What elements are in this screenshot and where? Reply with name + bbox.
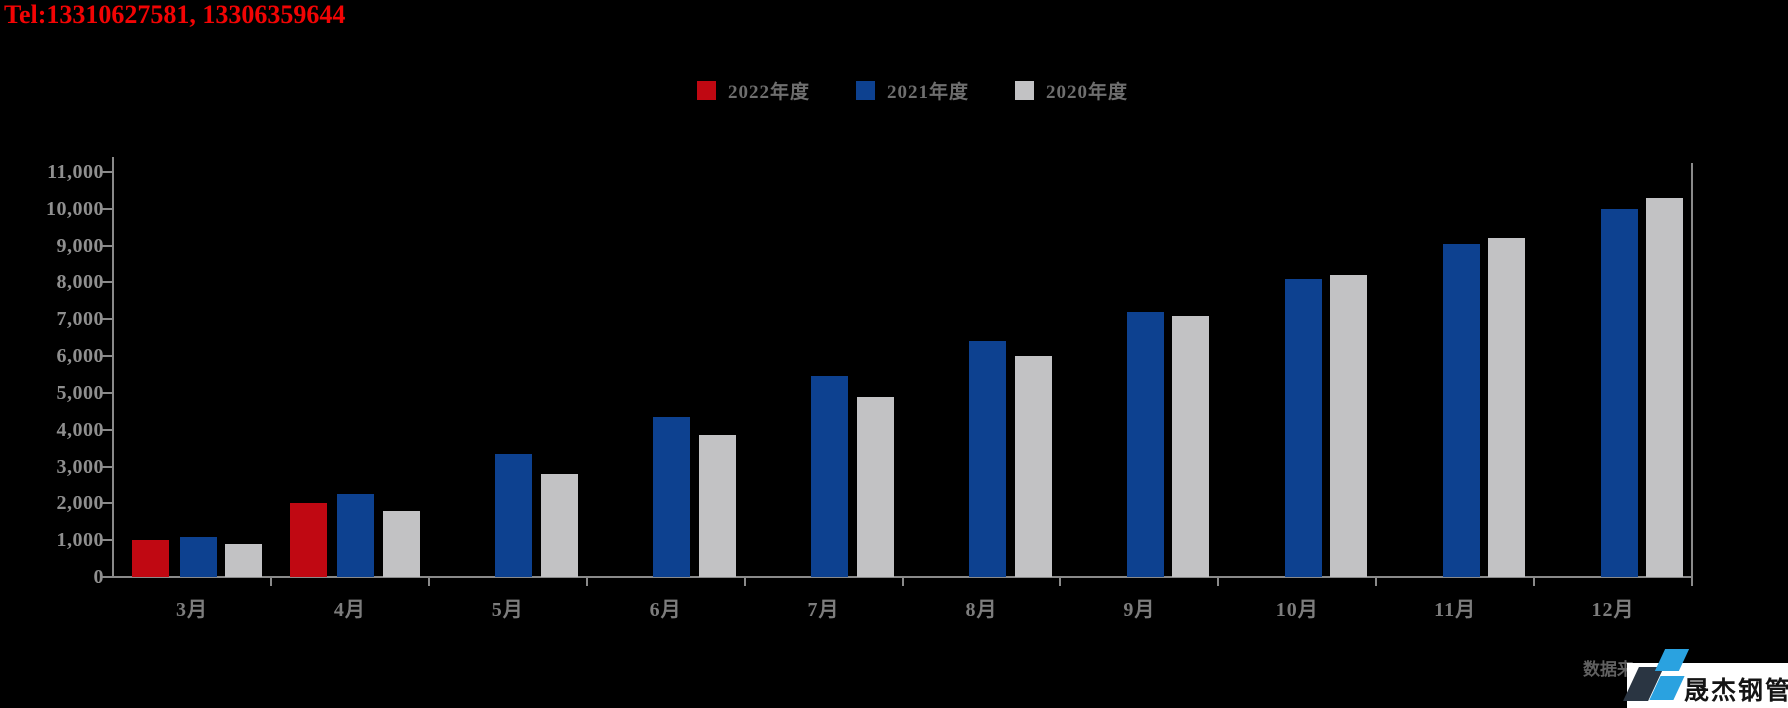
x-tick-mark (427, 578, 430, 586)
y-tick-mark (102, 318, 112, 321)
y-tick-mark (102, 171, 112, 173)
bar-2021年度-7月 (811, 376, 849, 577)
legend-item-2020: 2020年度 (1015, 77, 1128, 104)
y-tick-mark (102, 244, 112, 247)
bar-2021年度-10月 (1284, 278, 1322, 577)
bar-2021年度-5月 (495, 453, 533, 577)
bar-2022年度-4月 (289, 503, 327, 577)
x-tick-label: 5月 (491, 599, 524, 621)
bar-2022年度-3月 (132, 540, 169, 577)
legend-label-2021: 2021年度 (887, 82, 970, 103)
data-source-text: 数据来 (1583, 660, 1634, 679)
y-tick-label: 5,000 (56, 381, 104, 404)
legend-label-2020: 2020年度 (1046, 82, 1129, 103)
bar-2020年度-3月 (225, 543, 262, 577)
y-tick-mark (102, 355, 112, 358)
bar-2021年度-9月 (1126, 311, 1164, 577)
legend-swatch-2020 (1015, 81, 1035, 100)
legend: 2022年度 2021年度 2020年度 (697, 77, 1128, 104)
y-tick-mark (102, 539, 112, 542)
x-tick-mark (1533, 578, 1536, 586)
bar-2021年度-3月 (179, 536, 217, 577)
x-tick-mark (1059, 578, 1062, 586)
x-axis-line (112, 576, 1693, 578)
company-logo: 晟杰钢管 (1623, 649, 1788, 708)
bar-2020年度-12月 (1646, 197, 1684, 577)
bar-2020年度-9月 (1172, 315, 1210, 577)
y-tick-mark (102, 428, 112, 431)
y-tick-mark (102, 465, 112, 468)
bar-2020年度-10月 (1330, 275, 1368, 577)
y-tick-label: 3,000 (56, 455, 104, 478)
legend-item-2022: 2022年度 (697, 77, 810, 104)
y-tick-label: 8,000 (56, 271, 104, 294)
legend-swatch-2021 (856, 81, 876, 100)
legend-item-2021: 2021年度 (856, 77, 969, 104)
y-tick-mark (102, 207, 112, 210)
y-tick-mark (102, 502, 112, 505)
x-tick-label: 10月 (1275, 599, 1319, 621)
y-tick-label: 2,000 (56, 492, 104, 515)
logo-tile-blue-top-icon (1654, 649, 1690, 671)
right-border-line (1691, 163, 1693, 586)
y-tick-label: 6,000 (56, 345, 104, 368)
y-tick-mark (102, 281, 112, 284)
logo-text: 晟杰钢管 (1684, 677, 1788, 705)
x-tick-label: 8月 (965, 599, 998, 621)
y-tick-mark (102, 576, 112, 578)
y-tick-label: 7,000 (56, 308, 104, 331)
y-axis-line (112, 157, 114, 578)
y-tick-label: 0 (93, 566, 104, 588)
bar-2021年度-11月 (1442, 243, 1480, 577)
bar-2020年度-4月 (382, 510, 420, 577)
bar-2020年度-8月 (1014, 356, 1052, 577)
bar-2020年度-6月 (698, 435, 736, 577)
y-tick-label: 10,000 (46, 197, 104, 220)
x-tick-label: 9月 (1123, 599, 1156, 621)
x-tick-mark (901, 578, 904, 586)
x-tick-mark (743, 578, 746, 586)
bar-2021年度-8月 (969, 341, 1006, 577)
x-tick-label: 6月 (649, 599, 682, 621)
bar-2021年度-6月 (653, 416, 691, 577)
bar-2021年度-4月 (337, 494, 375, 577)
legend-label-2022: 2022年度 (728, 82, 811, 103)
legend-swatch-2022 (697, 81, 716, 100)
tel-banner: Tel:13310627581, 13306359644 (4, 0, 346, 29)
x-tick-mark (1375, 578, 1378, 586)
y-tick-label: 9,000 (56, 234, 104, 257)
x-tick-label: 7月 (807, 599, 840, 621)
bar-2020年度-11月 (1488, 238, 1526, 577)
x-tick-mark (585, 578, 588, 586)
bar-2020年度-5月 (540, 473, 578, 577)
y-tick-mark (102, 391, 112, 394)
x-tick-label: 4月 (333, 599, 366, 621)
bar-2020年度-7月 (856, 396, 894, 577)
bar-2021年度-12月 (1600, 208, 1638, 577)
x-tick-mark (269, 578, 272, 586)
y-tick-label: 1,000 (56, 529, 104, 552)
y-tick-label: 11,000 (47, 161, 104, 183)
y-tick-label: 4,000 (56, 418, 104, 441)
x-tick-label: 12月 (1591, 599, 1635, 621)
x-tick-label: 3月 (175, 599, 208, 621)
x-tick-label: 11月 (1434, 599, 1477, 621)
x-tick-mark (1217, 578, 1220, 586)
